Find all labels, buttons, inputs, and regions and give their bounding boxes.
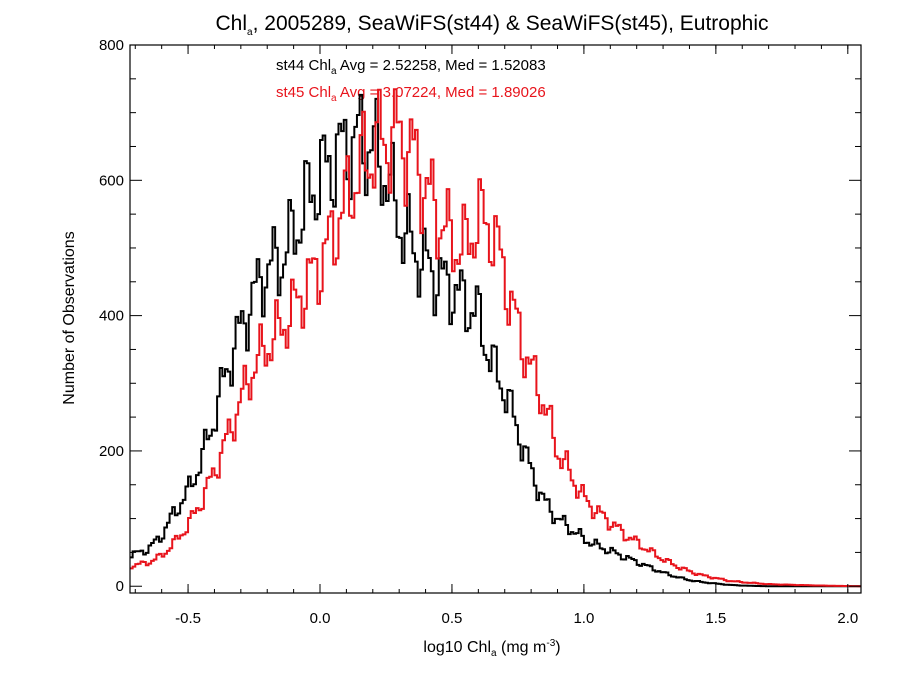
chart-title: Chla, 2005289, SeaWiFS(st44) & SeaWiFS(s…	[216, 12, 769, 38]
y-tick-label: 600	[99, 172, 124, 189]
plot-frame	[129, 44, 862, 594]
histogram-series-st45	[130, 88, 861, 588]
y-tick-label: 200	[99, 443, 124, 460]
y-tick-label: 400	[99, 308, 124, 325]
x-tick-label: 1.5	[705, 610, 726, 627]
st44-stats-annotation: st44 Chla Avg = 2.52258, Med = 1.52083	[276, 57, 546, 77]
y-tick-label: 0	[116, 578, 124, 595]
x-axis-label: log10 Chla (mg m-3)	[423, 638, 560, 659]
y-tick-label: 800	[99, 37, 124, 54]
y-axis-label: Number of Observations	[61, 231, 78, 404]
x-tick-label: 0.5	[442, 610, 463, 627]
x-tick-label: 0.0	[310, 610, 331, 627]
st45-stats-annotation: st45 Chla Avg = 3.07224, Med = 1.89026	[276, 84, 546, 104]
x-tick-label: 1.0	[573, 610, 594, 627]
histogram-series-st44	[130, 93, 861, 588]
x-tick-label: -0.5	[175, 610, 201, 627]
x-tick-label: 2.0	[837, 610, 858, 627]
